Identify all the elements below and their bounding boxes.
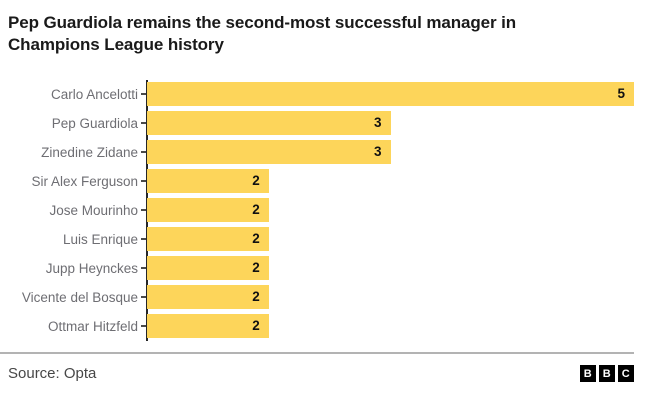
bar: 3: [147, 140, 391, 164]
bar-value-label: 3: [373, 144, 382, 159]
category-label: Carlo Ancelotti: [50, 86, 138, 102]
bar-row: Jose Mourinho 2: [0, 198, 650, 222]
bar-chart-rows: Carlo Ancelotti 5 Pep Guardiola 3 Zinedi…: [0, 80, 650, 341]
bar: 2: [147, 285, 269, 309]
axis-tick: [141, 209, 147, 211]
axis-tick: [141, 180, 147, 182]
bar: 5: [147, 82, 634, 106]
bar-track: 2: [147, 227, 634, 251]
bar: 3: [147, 111, 391, 135]
bar-value-label: 5: [617, 86, 625, 101]
axis-tick: [141, 267, 147, 269]
bar-track: 2: [147, 169, 634, 193]
bar: 2: [147, 314, 269, 338]
axis-tick: [141, 122, 147, 124]
bbc-logo-block: B: [598, 365, 615, 382]
category-label: Vicente del Bosque: [21, 289, 138, 305]
bar-row: Luis Enrique 2: [0, 227, 650, 251]
axis-tick: [141, 238, 147, 240]
bar-value-label: 2: [252, 231, 260, 246]
bar-track: 5: [147, 82, 634, 106]
bar-row: Vicente del Bosque 2: [0, 285, 650, 309]
axis-tick: [141, 325, 147, 327]
axis-tick: [141, 151, 147, 153]
bar-row: Carlo Ancelotti 5: [0, 82, 650, 106]
axis-tick: [141, 93, 147, 95]
bar-track: 2: [147, 285, 634, 309]
bar: 2: [147, 169, 269, 193]
source-attribution: Source: Opta: [8, 365, 97, 382]
footer-divider: [0, 352, 634, 354]
bar-chart: Carlo Ancelotti 5 Pep Guardiola 3 Zinedi…: [0, 80, 650, 341]
bar-value-label: 3: [373, 115, 382, 130]
bar-row: Jupp Heynckes 2: [0, 256, 650, 280]
category-label: Luis Enrique: [62, 231, 138, 247]
bar-row: Zinedine Zidane 3: [0, 140, 650, 164]
bar-track: 3: [147, 140, 634, 164]
bar: 2: [147, 227, 269, 251]
category-label: Ottmar Hitzfeld: [47, 318, 138, 334]
bar-track: 2: [147, 314, 634, 338]
bar-row: Pep Guardiola 3: [0, 111, 650, 135]
bar-value-label: 2: [252, 289, 260, 304]
bar-value-label: 2: [252, 173, 260, 188]
bar: 2: [147, 198, 269, 222]
bar-value-label: 2: [252, 318, 260, 333]
category-label: Sir Alex Ferguson: [31, 173, 138, 189]
bbc-logo-block: B: [579, 365, 596, 382]
category-label: Jose Mourinho: [49, 202, 138, 218]
axis-tick: [141, 296, 147, 298]
bar-row: Sir Alex Ferguson 2: [0, 169, 650, 193]
bar: 2: [147, 256, 269, 280]
category-label: Pep Guardiola: [51, 115, 138, 131]
bar-track: 2: [147, 198, 634, 222]
bar-track: 3: [147, 111, 634, 135]
bar-value-label: 2: [252, 260, 260, 275]
bbc-logo-block: C: [617, 365, 634, 382]
category-label: Jupp Heynckes: [45, 260, 138, 276]
bar-track: 2: [147, 256, 634, 280]
chart-header: Pep Guardiola remains the second-most su…: [0, 0, 650, 56]
chart-title: Pep Guardiola remains the second-most su…: [8, 13, 517, 54]
bar-value-label: 2: [252, 202, 260, 217]
category-label: Zinedine Zidane: [41, 144, 138, 160]
bar-row: Ottmar Hitzfeld 2: [0, 314, 650, 338]
